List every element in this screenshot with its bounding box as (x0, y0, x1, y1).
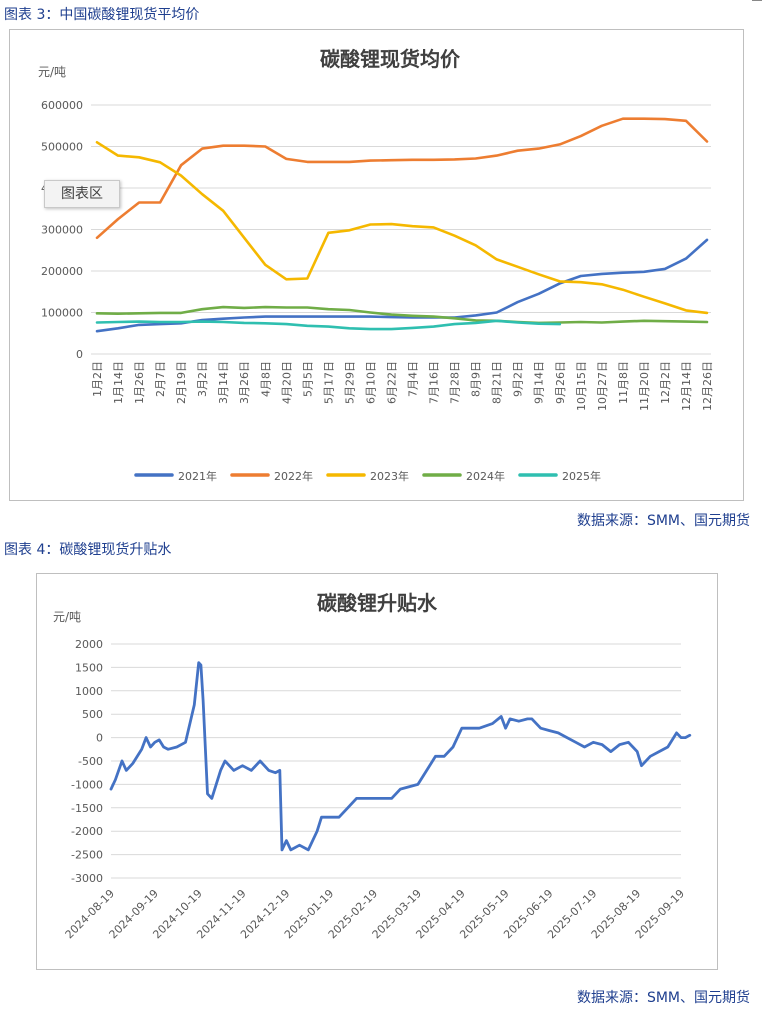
x-tick-label: 10月15日 (575, 361, 588, 411)
x-tick-label: 11月20日 (638, 361, 651, 411)
legend-label-1: 2022年 (274, 469, 313, 483)
y-tick-label: -3000 (71, 872, 103, 885)
figure-1-source: 数据来源：SMM、国元期货 (576, 513, 750, 529)
y-tick-label: 0 (76, 348, 83, 361)
series-line-2 (95, 141, 709, 315)
figure-2-svg: 碳酸锂升贴水 元/吨 2000 1500 1000 500 0 -500 -1000 -150… (53, 591, 692, 941)
x-tick-label: 2月19日 (175, 361, 188, 404)
chart-2-unit: 元/吨 (53, 610, 81, 624)
figure-2-chart-area[interactable]: 碳酸锂升贴水 元/吨 2000 1500 1000 500 0 -500 -1000 -150… (36, 573, 718, 970)
x-tick-label: 5月29日 (343, 361, 356, 404)
y-tick-label: 500000 (41, 141, 83, 154)
series-line-4 (95, 319, 562, 331)
series-line-1 (95, 117, 709, 240)
figure-1-svg: 碳酸锂现货均价 元/吨 0100000200000300000400000500… (38, 47, 714, 483)
x-tick-label: 9月2日 (512, 361, 525, 397)
y-tick-label: 100000 (41, 307, 83, 320)
figure-2-caption: 图表 4：碳酸锂现货升贴水 (4, 542, 172, 558)
legend-label-3: 2024年 (466, 469, 505, 483)
x-tick-label: 6月22日 (385, 361, 398, 404)
x-tick-label: 12月2日 (659, 361, 672, 404)
y-tick-label: 600000 (41, 99, 83, 112)
x-tick-label: 12月14日 (680, 361, 693, 411)
y-tick-label: -1000 (71, 778, 103, 791)
figure-1-caption: 图表 3：中国碳酸锂现货平均价 (4, 7, 200, 23)
x-tick-label: 3月26日 (238, 361, 251, 404)
y-tick-label: 500 (82, 708, 103, 721)
y-tick-label: 1000 (75, 685, 103, 698)
x-tick-label: 4月20日 (280, 361, 293, 404)
legend-label-2: 2023年 (370, 469, 409, 483)
x-tick-label: 3月14日 (217, 361, 230, 404)
legend-label-0: 2021年 (178, 469, 217, 483)
x-tick-label: 12月26日 (701, 361, 714, 411)
y-tick-label: -1500 (71, 802, 103, 815)
x-tick-label: 11月8日 (617, 361, 630, 404)
x-tick-label: 7月28日 (449, 361, 462, 404)
legend-label-4: 2025年 (562, 469, 601, 483)
chart-1-title: 碳酸锂现货均价 (320, 47, 461, 71)
x-tick-label: 10月27日 (596, 361, 609, 411)
corner-mark (752, 0, 762, 1)
chart-area-tooltip: 图表区 (44, 180, 120, 208)
x-tick-label: 8月9日 (470, 361, 483, 397)
series-line-0 (95, 238, 709, 333)
y-tick-label: 0 (96, 732, 103, 745)
y-tick-label: -2500 (71, 849, 103, 862)
y-tick-label: 200000 (41, 265, 83, 278)
series-line-3 (95, 305, 709, 325)
x-tick-label: 6月10日 (364, 361, 377, 404)
x-tick-label: 5月17日 (322, 361, 335, 404)
x-tick-label: 9月14日 (533, 361, 546, 404)
x-tick-label: 9月26日 (554, 361, 567, 404)
x-tick-label: 1月14日 (112, 361, 125, 404)
x-tick-label: 7月16日 (428, 361, 441, 404)
figure-2-source: 数据来源：SMM、国元期货 (576, 990, 750, 1006)
x-tick-label: 1月26日 (133, 361, 146, 404)
y-tick-label: -2000 (71, 825, 103, 838)
x-tick-label: 8月21日 (491, 361, 504, 404)
x-tick-label: 4月8日 (259, 361, 272, 397)
y-tick-label: -500 (78, 755, 103, 768)
chart-1-unit: 元/吨 (38, 65, 66, 79)
figure-1-chart-area[interactable]: 碳酸锂现货均价 元/吨 0100000200000300000400000500… (9, 29, 744, 501)
x-tick-label: 2月7日 (154, 361, 167, 397)
series-line-0 (109, 661, 692, 852)
chart-2-title: 碳酸锂升贴水 (317, 591, 438, 615)
x-tick-label: 7月4日 (407, 361, 420, 397)
x-tick-label: 5月5日 (301, 361, 314, 397)
y-tick-label: 1500 (75, 661, 103, 674)
x-tick-label: 3月2日 (196, 361, 209, 397)
y-tick-label: 2000 (75, 638, 103, 651)
x-tick-label: 1月2日 (91, 361, 104, 397)
y-tick-label: 300000 (41, 224, 83, 237)
